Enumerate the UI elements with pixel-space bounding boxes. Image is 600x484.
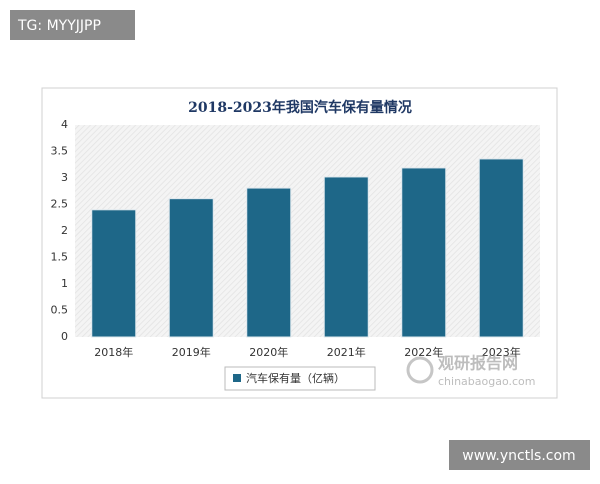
y-tick-label: 4	[61, 118, 68, 131]
legend-label: 汽车保有量（亿辆）	[246, 371, 345, 385]
overlay-top-text: TG: MYYJJPP	[17, 18, 101, 34]
y-tick-label: 0	[61, 330, 68, 343]
y-tick-label: 2.5	[51, 198, 69, 211]
watermark-name: 观研报告网	[438, 354, 518, 373]
watermark-logo	[406, 356, 434, 384]
y-tick-label: 3.5	[51, 145, 69, 158]
watermark-url: chinabaogao.com	[438, 375, 536, 388]
y-tick-label: 3	[61, 171, 68, 184]
x-tick-label: 2023年	[482, 345, 521, 359]
bar	[91, 209, 137, 338]
y-tick-label: 0.5	[51, 304, 69, 317]
y-tick-label: 1	[61, 277, 68, 290]
bar	[478, 158, 524, 338]
plot-area	[75, 125, 540, 337]
x-tick-label: 2021年	[327, 345, 366, 359]
x-tick-label: 2022年	[404, 345, 443, 359]
watermark: 观研报告网 chinabaogao.com	[406, 354, 536, 388]
x-tick-label: 2018年	[94, 345, 133, 359]
overlay-bottom-text: www.ynctls.com	[462, 448, 575, 464]
y-tick-label: 2	[61, 224, 68, 237]
y-tick-label: 1.5	[51, 251, 69, 264]
bar	[323, 176, 369, 338]
legend-box	[224, 366, 376, 391]
x-tick-label: 2020年	[249, 345, 288, 359]
overlay-top-box	[10, 10, 135, 40]
x-tick-label: 2019年	[172, 345, 211, 359]
bar	[401, 167, 447, 338]
bar	[168, 198, 214, 338]
chart-title: 2018-2023年我国汽车保有量情况	[188, 99, 412, 116]
bar	[246, 187, 292, 338]
legend-swatch	[233, 374, 241, 382]
overlay-bottom-box	[449, 440, 590, 470]
